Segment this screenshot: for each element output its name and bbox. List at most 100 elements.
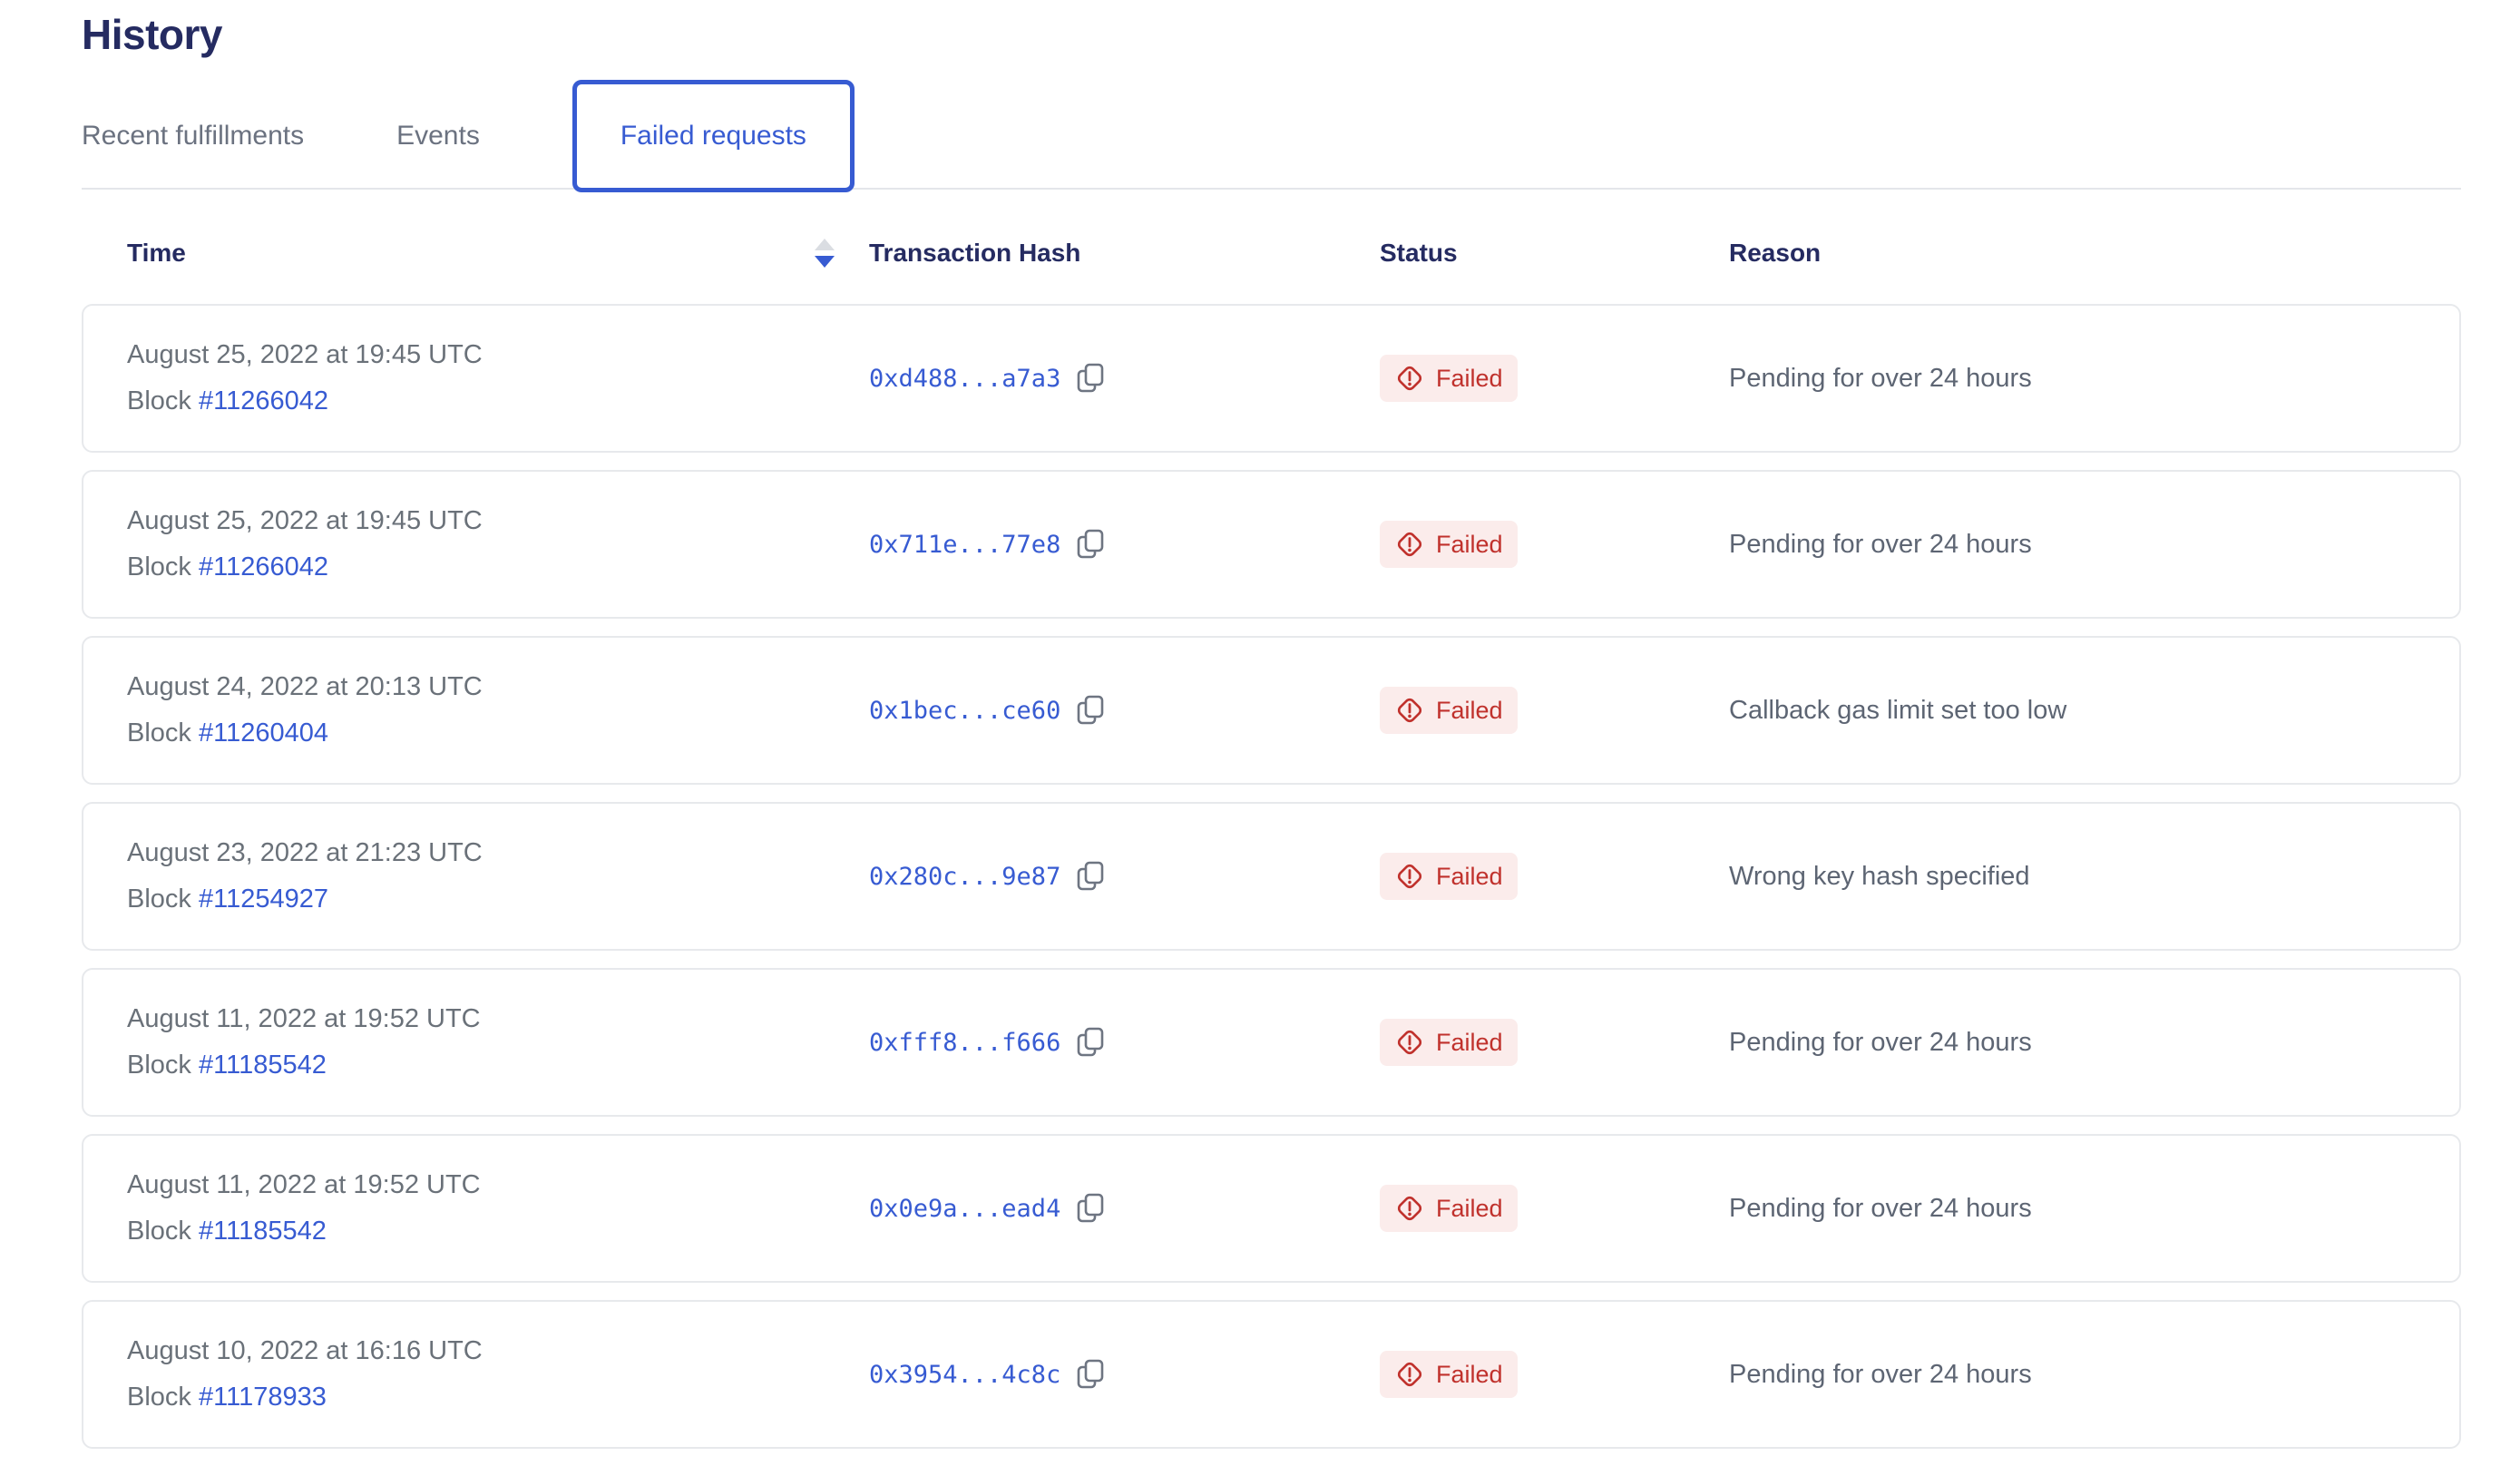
transaction-hash-link[interactable]: 0xd488...a7a3 <box>869 364 1061 393</box>
status-cell: Failed <box>1380 1019 1729 1066</box>
block-number-link[interactable]: #11178933 <box>198 1383 327 1412</box>
status-badge: Failed <box>1380 687 1518 734</box>
alert-diamond-icon <box>1397 532 1422 557</box>
column-header-time[interactable]: Time <box>127 239 869 268</box>
time-cell: August 24, 2022 at 20:13 UTC Block #1126… <box>127 672 869 748</box>
time-cell: August 25, 2022 at 19:45 UTC Block #1126… <box>127 506 869 582</box>
tab-failed-requests-label: Failed requests <box>620 120 806 151</box>
copy-icon[interactable] <box>1075 1357 1106 1392</box>
timestamp: August 25, 2022 at 19:45 UTC <box>127 340 483 369</box>
block-label: Block <box>127 1217 191 1246</box>
alert-diamond-icon <box>1397 366 1422 391</box>
column-header-reason: Reason <box>1729 239 1822 267</box>
status-badge: Failed <box>1380 1019 1518 1066</box>
copy-icon[interactable] <box>1075 1191 1106 1226</box>
table-row: August 11, 2022 at 19:52 UTC Block #1118… <box>82 968 2461 1117</box>
block-label: Block <box>127 552 191 582</box>
sort-descending-icon[interactable] <box>815 239 835 268</box>
time-cell: August 10, 2022 at 16:16 UTC Block #1117… <box>127 1336 869 1412</box>
reason-cell: Pending for over 24 hours <box>1729 1027 2032 1057</box>
status-badge-label: Failed <box>1436 364 1503 392</box>
time-cell: August 23, 2022 at 21:23 UTC Block #1125… <box>127 838 869 914</box>
timestamp: August 11, 2022 at 19:52 UTC <box>127 1170 481 1199</box>
timestamp: August 23, 2022 at 21:23 UTC <box>127 838 483 867</box>
time-cell: August 25, 2022 at 19:45 UTC Block #1126… <box>127 340 869 416</box>
status-cell: Failed <box>1380 687 1729 734</box>
column-header-transaction-hash: Transaction Hash <box>869 239 1081 267</box>
block-label: Block <box>127 718 191 748</box>
table-row: August 25, 2022 at 19:45 UTC Block #1126… <box>82 304 2461 453</box>
status-cell: Failed <box>1380 1185 1729 1232</box>
transaction-hash-cell: 0xd488...a7a3 <box>869 361 1380 396</box>
status-badge-label: Failed <box>1436 1360 1503 1388</box>
transaction-hash-link[interactable]: 0x1bec...ce60 <box>869 696 1061 725</box>
timestamp: August 25, 2022 at 19:45 UTC <box>127 506 483 535</box>
status-badge-label: Failed <box>1436 1194 1503 1222</box>
block-label: Block <box>127 1051 191 1080</box>
block-number-link[interactable]: #11185542 <box>198 1217 327 1246</box>
column-header-time-label: Time <box>127 239 186 267</box>
tab-failed-requests[interactable]: Failed requests <box>571 79 855 192</box>
status-cell: Failed <box>1380 355 1729 402</box>
alert-diamond-icon <box>1397 1030 1422 1055</box>
alert-diamond-icon <box>1397 1196 1422 1221</box>
alert-diamond-icon <box>1397 864 1422 889</box>
reason-cell: Callback gas limit set too low <box>1729 695 2067 725</box>
timestamp: August 10, 2022 at 16:16 UTC <box>127 1336 483 1365</box>
table-row: August 25, 2022 at 19:45 UTC Block #1126… <box>82 470 2461 619</box>
reason-cell: Wrong key hash specified <box>1729 861 2030 891</box>
table-row: August 10, 2022 at 16:16 UTC Block #1117… <box>82 1300 2461 1449</box>
table-row: August 23, 2022 at 21:23 UTC Block #1125… <box>82 802 2461 951</box>
status-badge: Failed <box>1380 355 1518 402</box>
sort-ascending-triangle-icon <box>815 239 835 250</box>
reason-cell: Pending for over 24 hours <box>1729 1359 2032 1389</box>
copy-icon[interactable] <box>1075 1025 1106 1060</box>
status-cell: Failed <box>1380 853 1729 900</box>
status-cell: Failed <box>1380 1351 1729 1398</box>
timestamp: August 11, 2022 at 19:52 UTC <box>127 1004 481 1033</box>
column-header-status: Status <box>1380 239 1458 267</box>
block-number-link[interactable]: #11266042 <box>198 386 328 415</box>
tab-bar: Recent fulfillments Events Failed reques… <box>82 76 2461 195</box>
time-cell: August 11, 2022 at 19:52 UTC Block #1118… <box>127 1004 869 1080</box>
transaction-hash-link[interactable]: 0x0e9a...ead4 <box>869 1194 1061 1223</box>
transaction-hash-link[interactable]: 0xfff8...f666 <box>869 1028 1061 1057</box>
status-badge-label: Failed <box>1436 862 1503 890</box>
reason-cell: Pending for over 24 hours <box>1729 529 2032 559</box>
transaction-hash-cell: 0x280c...9e87 <box>869 859 1380 894</box>
transaction-hash-link[interactable]: 0x3954...4c8c <box>869 1360 1061 1389</box>
transaction-hash-cell: 0x1bec...ce60 <box>869 693 1380 728</box>
page-title: History <box>82 11 222 58</box>
history-panel: History Recent fulfillments Events Faile… <box>82 0 2461 1466</box>
copy-icon[interactable] <box>1075 859 1106 894</box>
table-row: August 11, 2022 at 19:52 UTC Block #1118… <box>82 1134 2461 1283</box>
block-number-link[interactable]: #11185542 <box>198 1051 327 1080</box>
status-badge: Failed <box>1380 1351 1518 1398</box>
status-cell: Failed <box>1380 521 1729 568</box>
timestamp: August 24, 2022 at 20:13 UTC <box>127 672 483 701</box>
status-badge: Failed <box>1380 1185 1518 1232</box>
sort-descending-triangle-icon <box>815 256 835 268</box>
transaction-hash-cell: 0x711e...77e8 <box>869 527 1380 562</box>
transaction-hash-cell: 0x3954...4c8c <box>869 1357 1380 1392</box>
copy-icon[interactable] <box>1075 361 1106 396</box>
copy-icon[interactable] <box>1075 527 1106 562</box>
tab-events[interactable]: Events <box>396 120 480 151</box>
transaction-hash-link[interactable]: 0x711e...77e8 <box>869 530 1061 559</box>
status-badge: Failed <box>1380 521 1518 568</box>
transaction-hash-link[interactable]: 0x280c...9e87 <box>869 862 1061 891</box>
status-badge-label: Failed <box>1436 696 1503 724</box>
tab-recent-fulfillments[interactable]: Recent fulfillments <box>82 120 305 151</box>
block-number-link[interactable]: #11266042 <box>198 552 328 582</box>
transaction-hash-cell: 0x0e9a...ead4 <box>869 1191 1380 1226</box>
table-row: August 24, 2022 at 20:13 UTC Block #1126… <box>82 636 2461 785</box>
time-cell: August 11, 2022 at 19:52 UTC Block #1118… <box>127 1170 869 1246</box>
transaction-hash-cell: 0xfff8...f666 <box>869 1025 1380 1060</box>
alert-diamond-icon <box>1397 698 1422 723</box>
block-number-link[interactable]: #11254927 <box>198 884 328 914</box>
block-label: Block <box>127 1383 191 1412</box>
reason-cell: Pending for over 24 hours <box>1729 363 2032 393</box>
copy-icon[interactable] <box>1075 693 1106 728</box>
failed-requests-table: August 25, 2022 at 19:45 UTC Block #1126… <box>82 304 2461 1449</box>
block-number-link[interactable]: #11260404 <box>198 718 328 748</box>
